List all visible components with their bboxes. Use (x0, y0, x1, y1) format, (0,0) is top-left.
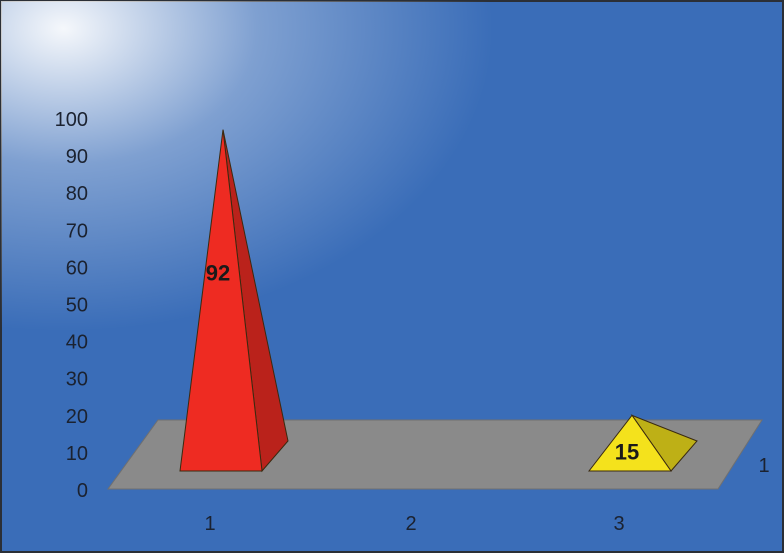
data-label: 92 (206, 260, 230, 285)
pyramid-bar-3 (587, 414, 698, 472)
x-tick-label: 3 (613, 513, 624, 535)
y-tick-label: 20 (66, 406, 88, 428)
y-tick-label: 60 (66, 257, 88, 279)
y-tick-label: 70 (66, 220, 88, 242)
y-tick-label: 100 (55, 109, 88, 131)
data-label: 15 (615, 439, 639, 464)
y-tick-label: 10 (66, 443, 88, 465)
x-tick-label: 1 (204, 513, 215, 535)
pyramid-front-face (587, 414, 672, 472)
pyramid-bar-1 (179, 129, 289, 473)
pyramid-front-face (179, 129, 263, 472)
y-axis: 0 10 20 30 40 50 60 70 80 90 100 (55, 109, 88, 502)
data-labels: 92 15 (206, 260, 639, 464)
chart-marks (179, 129, 698, 473)
y-tick-label: 90 (66, 146, 88, 168)
y-tick-label: 80 (66, 183, 88, 205)
depth-axis-label: 1 (758, 455, 769, 477)
y-tick-label: 50 (66, 295, 88, 317)
x-axis: 1 2 3 (204, 513, 624, 535)
y-tick-label: 0 (77, 480, 88, 502)
x-tick-label: 2 (405, 513, 416, 535)
y-tick-label: 40 (66, 332, 88, 354)
y-tick-label: 30 (66, 369, 88, 391)
